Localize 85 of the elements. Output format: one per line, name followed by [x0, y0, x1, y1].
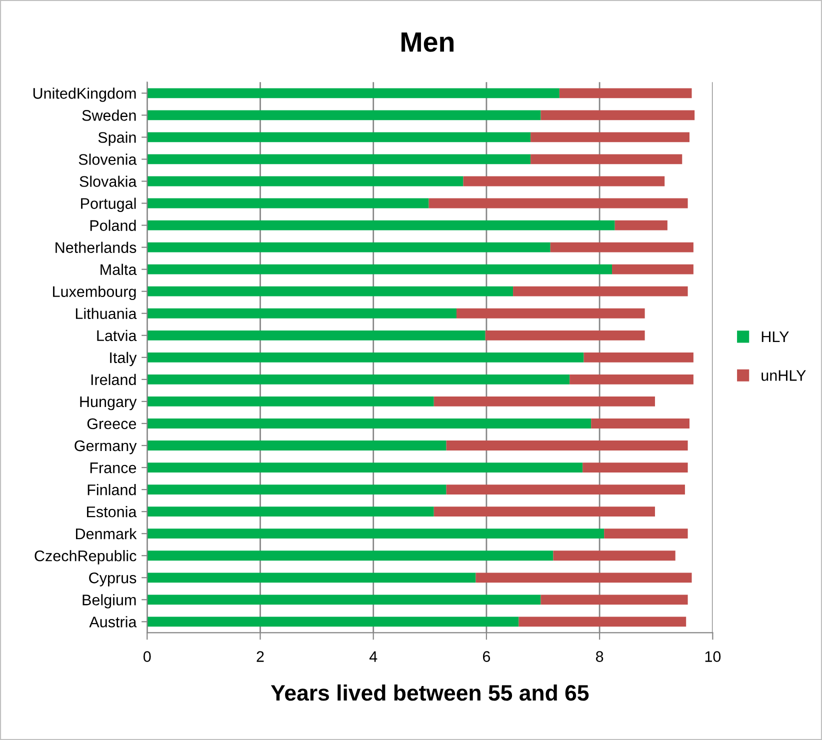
y-tick-label: Sweden	[82, 110, 136, 121]
bar	[147, 198, 429, 208]
bar	[147, 286, 514, 296]
bar	[559, 88, 692, 98]
bar	[147, 330, 486, 340]
y-tick-label: Estonia	[87, 506, 137, 518]
bar	[147, 440, 446, 450]
x-axis-title: Years lived between 55 and 65	[270, 684, 589, 701]
x-tick-label: 2	[256, 651, 264, 662]
bar	[570, 374, 694, 384]
bar	[550, 242, 694, 252]
bar	[147, 528, 604, 539]
bar	[147, 594, 541, 605]
y-tick-label: Netherlands	[56, 242, 136, 253]
chart-title: Men	[402, 32, 454, 52]
bar	[147, 154, 531, 164]
bar	[518, 616, 686, 627]
x-tick-label: 0	[143, 651, 151, 662]
bar	[553, 550, 676, 561]
bar	[530, 154, 682, 164]
y-tick-label: Finland	[88, 484, 136, 496]
y-tick-label: Germany	[74, 440, 137, 454]
y-tick-label: CzechRepublic	[34, 550, 136, 564]
bar	[476, 572, 692, 583]
x-tick-label: 4	[369, 651, 378, 662]
y-tick-label: Luxembourg	[53, 286, 136, 300]
bar	[147, 396, 434, 406]
y-tick-label: Greece	[87, 418, 136, 430]
bar	[147, 572, 476, 583]
bar	[446, 440, 688, 450]
bar	[614, 220, 668, 230]
bar	[147, 132, 531, 142]
bar	[147, 264, 612, 274]
bar	[446, 484, 685, 495]
y-tick-label: Denmark	[76, 528, 137, 540]
y-tick-label: Slovakia	[80, 176, 137, 187]
bar	[147, 110, 541, 120]
y-tick-label: France	[90, 462, 136, 474]
x-tick-label: 10	[705, 651, 721, 662]
bar	[612, 264, 694, 274]
bar	[582, 462, 688, 472]
y-tick-label: Cyprus	[89, 572, 136, 586]
bar	[147, 616, 519, 627]
bar	[147, 506, 434, 517]
y-tick-label: Ireland	[91, 374, 136, 386]
bar	[540, 110, 695, 120]
bar	[434, 396, 655, 406]
y-tick-label: UnitedKingdom	[33, 88, 136, 102]
bar	[456, 308, 645, 318]
y-tick-label: Austria	[89, 616, 137, 628]
y-tick-label: Latvia	[97, 330, 137, 342]
y-tick-label: Portugal	[81, 198, 136, 212]
y-tick-label: Italy	[110, 352, 137, 366]
x-tick-label: 6	[482, 651, 490, 662]
bar	[147, 308, 456, 318]
bar	[147, 462, 583, 472]
bar	[147, 176, 464, 186]
bar	[485, 330, 645, 340]
x-tick-label: 8	[596, 651, 604, 662]
bar	[147, 220, 615, 230]
bar	[428, 198, 688, 208]
y-tick-label: Hungary	[80, 396, 137, 410]
y-tick-label: Belgium	[82, 594, 136, 608]
bar	[147, 88, 560, 98]
y-tick-label: Slovenia	[78, 154, 137, 165]
y-tick-label: Spain	[98, 132, 136, 146]
bar	[584, 352, 694, 362]
bar	[147, 242, 550, 252]
bar	[147, 550, 554, 561]
legend-label: unHLY	[762, 370, 806, 381]
bar	[513, 286, 688, 296]
bar	[591, 418, 690, 428]
bar	[604, 528, 688, 539]
y-tick-label: Malta	[100, 264, 137, 276]
bar	[530, 132, 690, 142]
bar	[147, 352, 584, 362]
y-tick-label: Poland	[90, 220, 136, 231]
bar	[147, 374, 570, 384]
legend-label: HLY	[762, 332, 789, 342]
bar	[463, 176, 665, 186]
bar	[147, 418, 592, 428]
y-tick-label: Lithuania	[76, 308, 137, 320]
bar	[147, 484, 446, 495]
bar	[434, 506, 655, 517]
bar	[540, 594, 688, 605]
